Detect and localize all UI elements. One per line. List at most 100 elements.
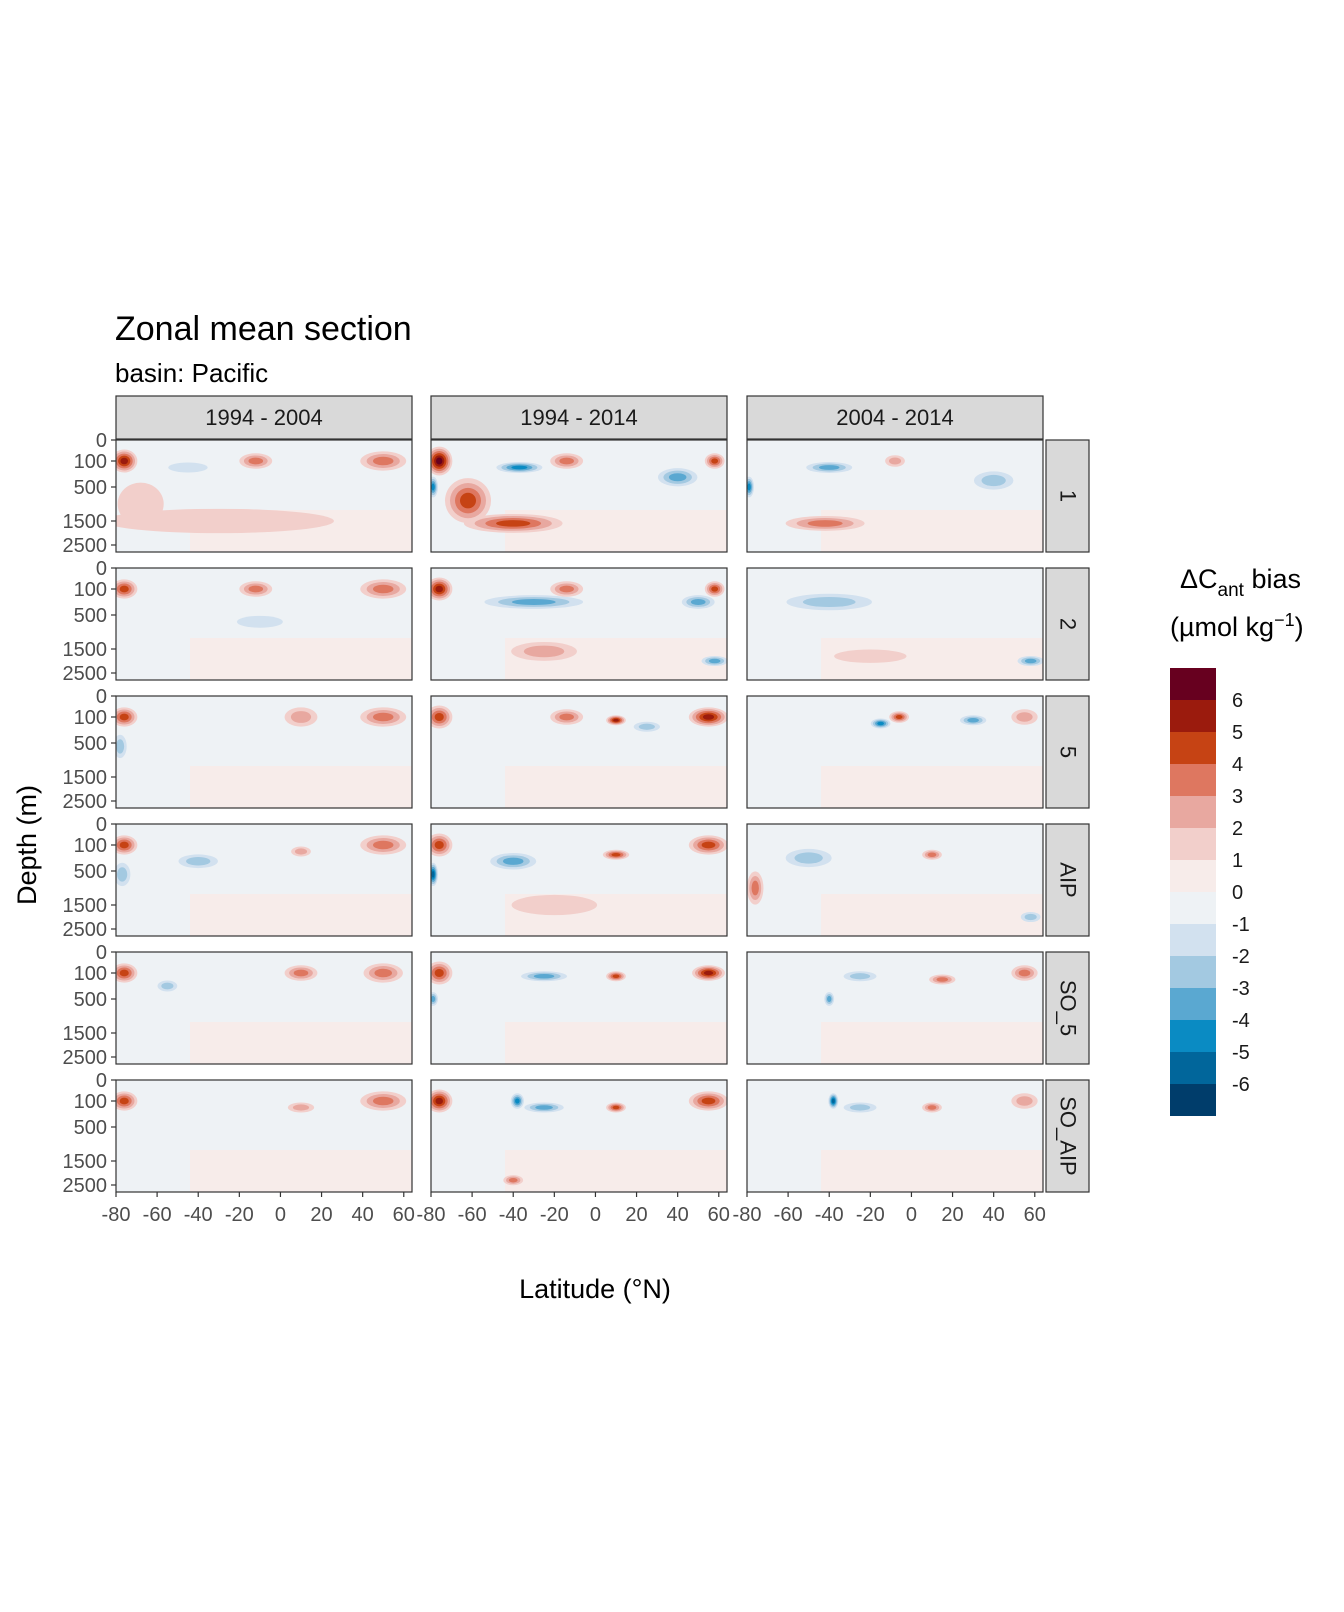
contour-feature: [431, 871, 435, 878]
legend-tick-label: 3: [1232, 786, 1243, 808]
legend-units-sup: −1: [1274, 610, 1295, 630]
row-strip-label: SO_5: [1056, 980, 1081, 1036]
y-axes: 0100500150025000100500150025000100500150…: [63, 430, 116, 1197]
y-tick-label: 1500: [63, 895, 108, 917]
x-tick-label: 20: [310, 1204, 332, 1226]
contour-feature: [1016, 1096, 1033, 1106]
panel-deep-layer: [190, 1022, 412, 1064]
panel-1-1994 - 2004: [116, 440, 412, 552]
panel-border: [115, 1079, 413, 1193]
contour-feature: [435, 1097, 443, 1105]
contour-feature: [967, 718, 979, 723]
y-tick-label: 100: [74, 451, 107, 473]
panel-border: [430, 695, 728, 809]
contour-feature: [807, 520, 843, 527]
y-tick-label: 100: [74, 579, 107, 601]
legend-tick-label: 5: [1232, 722, 1243, 744]
contour-feature: [515, 1098, 520, 1104]
row-strip: [1045, 567, 1090, 681]
contour-feature: [1016, 712, 1033, 722]
contour-feature: [701, 1097, 716, 1105]
contour-feature: [119, 585, 129, 593]
contour-feature: [119, 841, 129, 849]
contour-feature: [248, 457, 264, 465]
contour-feature: [431, 483, 435, 491]
legend-tick-label: 0: [1232, 882, 1243, 904]
panel-5-2004 - 2014: [747, 696, 1043, 808]
contour-feature: [533, 974, 555, 979]
contour-feature: [611, 853, 621, 857]
panel-border: [746, 567, 1044, 681]
panel-2-2004 - 2014: [747, 568, 1043, 680]
contour-feature: [511, 598, 556, 606]
contour-feature: [668, 473, 687, 482]
legend-tick-label: 1: [1232, 850, 1243, 872]
contour-feature: [161, 982, 174, 990]
panel-border: [430, 1079, 728, 1193]
panel-SO_5-1994 - 2004: [116, 952, 412, 1064]
y-tick-label: 100: [74, 963, 107, 985]
y-tick-label: 0: [96, 686, 107, 708]
x-tick-label: 0: [906, 1204, 917, 1226]
y-tick-label: 100: [74, 1091, 107, 1113]
contour-feature: [888, 457, 902, 465]
contour-feature: [927, 1105, 937, 1110]
contour-feature: [508, 1177, 518, 1183]
row-strip-label: 1: [1056, 490, 1081, 502]
contour-feature: [638, 723, 655, 730]
column-strip-label: 1994 - 2014: [520, 405, 637, 430]
y-tick-label: 0: [96, 814, 107, 836]
x-tick-label: -60: [143, 1204, 172, 1226]
contour-feature: [459, 492, 477, 509]
panel-border: [430, 951, 728, 1065]
panel-border: [430, 567, 728, 681]
row-strip: [1045, 439, 1090, 553]
legend-colorbar: 6 5 4 3 2 1 0 -1 -2 -3 -4 -5 -6: [1170, 668, 1250, 1116]
panel-deep-layer: [190, 894, 412, 936]
x-tick-label: 40: [983, 1204, 1005, 1226]
legend-tick-label: 6: [1232, 690, 1243, 712]
panel-SO_5-2004 - 2014: [747, 952, 1043, 1064]
legend-title-rest: bias: [1244, 564, 1301, 594]
contour-feature: [701, 841, 716, 849]
x-tick-label: -80: [733, 1204, 762, 1226]
legend-tick-label: -6: [1232, 1074, 1250, 1096]
panel-grid: [115, 439, 1044, 1193]
contour-feature: [511, 465, 528, 470]
panel-border: [115, 567, 413, 681]
contour-feature: [849, 1104, 871, 1111]
panel-2-1994 - 2004: [116, 568, 412, 680]
x-tick-label: -40: [184, 1204, 213, 1226]
contour-feature: [747, 483, 751, 491]
contour-feature: [374, 968, 392, 978]
contour-feature: [895, 714, 903, 720]
contour-feature: [502, 857, 524, 865]
contour-feature: [434, 712, 444, 722]
panel-border: [746, 695, 1044, 809]
contour-feature: [372, 712, 394, 722]
panel-1-2004 - 2014: [747, 440, 1043, 552]
panel-border: [115, 439, 413, 553]
contour-feature: [559, 713, 574, 721]
contour-feature: [711, 458, 719, 464]
contour-feature: [818, 465, 840, 470]
panel-SO_AIP-1994 - 2014: [431, 1080, 727, 1192]
contour-feature: [435, 585, 443, 593]
contour-feature: [877, 721, 885, 726]
legend-color-step: [1170, 732, 1216, 764]
panel-deep-layer: [821, 1022, 1043, 1064]
column-strip: [746, 395, 1044, 440]
legend-tick-label: -3: [1232, 978, 1250, 1000]
legend-color-step: [1170, 892, 1216, 924]
contour-feature: [372, 456, 394, 466]
contour-feature: [496, 520, 531, 527]
contour-feature: [559, 585, 574, 593]
x-tick-label: -40: [499, 1204, 528, 1226]
legend-tick-label: 4: [1232, 754, 1243, 776]
y-tick-label: 1500: [63, 767, 108, 789]
panel-deep-layer: [821, 1150, 1043, 1192]
column-strip-label: 1994 - 2004: [205, 405, 322, 430]
y-tick-label: 500: [74, 477, 107, 499]
contour-feature: [120, 457, 128, 465]
contour-feature: [927, 852, 937, 857]
